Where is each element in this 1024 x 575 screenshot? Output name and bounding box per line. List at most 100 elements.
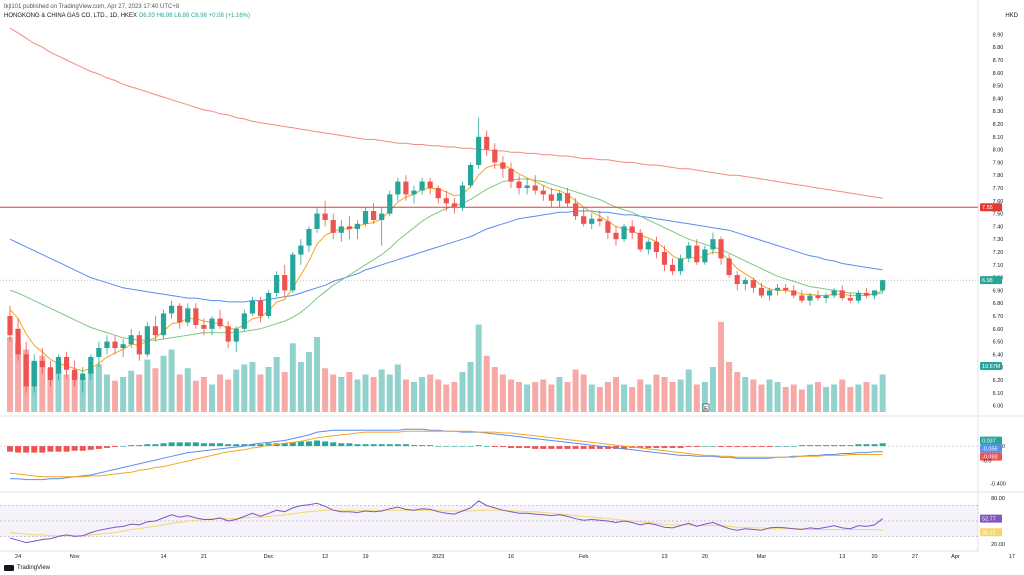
- time-axis-label: Apr: [951, 554, 960, 560]
- candle-body: [144, 326, 150, 355]
- candle-body: [362, 211, 369, 224]
- macd-histogram-bar: [451, 446, 458, 447]
- macd-histogram-bar: [314, 440, 321, 447]
- volume-bar: [750, 379, 757, 412]
- volume-bar: [524, 384, 531, 412]
- candle-body: [371, 211, 377, 220]
- candle-body: [411, 190, 417, 195]
- candle-body: [871, 290, 878, 296]
- macd-histogram-bar: [726, 446, 733, 448]
- price-axis-label: 6.90: [993, 288, 1004, 294]
- volume-bar: [588, 384, 595, 412]
- volume-bar: [160, 355, 167, 412]
- macd-histogram-bar: [63, 446, 70, 452]
- volume-bar: [782, 387, 789, 412]
- volume-bar: [863, 382, 870, 412]
- price-axis-label: 6.40: [993, 352, 1004, 358]
- candle-body: [653, 241, 659, 252]
- macd-histogram-bar: [136, 445, 143, 447]
- publish-info: tkjl101 published on TradingView.com, Ap…: [4, 4, 180, 10]
- macd-histogram-bar: [532, 446, 539, 449]
- volume-bar: [192, 380, 199, 412]
- volume-bar: [766, 379, 773, 412]
- candle-body: [152, 326, 159, 336]
- macd-histogram-bar: [879, 443, 886, 447]
- candle-body: [128, 335, 134, 345]
- symbol-legend[interactable]: HONGKONG & CHINA GAS CO. LTD., 1D, HKEX …: [4, 13, 250, 19]
- macd-histogram-bar: [7, 446, 13, 452]
- macd-histogram-bar: [192, 442, 199, 447]
- candle-body: [72, 369, 78, 380]
- volume-bar: [427, 374, 434, 412]
- macd-histogram-bar: [564, 446, 571, 449]
- macd-histogram-bar: [338, 443, 345, 447]
- candle-body: [597, 218, 603, 222]
- macd-histogram-bar: [548, 446, 555, 449]
- macd-histogram-bar: [653, 446, 660, 448]
- price-axis-label: 6.10: [993, 391, 1004, 397]
- price-axis-label: 6.60: [993, 327, 1004, 333]
- candle-body: [282, 275, 288, 291]
- macd-histogram-bar: [249, 444, 256, 447]
- candle-body: [120, 344, 126, 348]
- candle-body: [354, 223, 361, 229]
- time-axis-label: Feb: [579, 554, 588, 560]
- volume-bar: [806, 384, 813, 412]
- rsi-ma-value-tag: 38.21: [982, 530, 996, 536]
- macd-histogram-bar: [233, 444, 240, 447]
- price-axis-label: 8.10: [993, 135, 1004, 141]
- price-axis-label: 6.70: [993, 314, 1004, 320]
- macd-histogram-bar: [572, 446, 579, 449]
- candle-body: [459, 185, 466, 208]
- volume-bar: [95, 364, 102, 412]
- macd-histogram-bar: [435, 446, 442, 447]
- price-axis-label: 7.30: [993, 237, 1004, 243]
- macd-histogram-bar: [112, 446, 119, 448]
- macd-histogram-bar: [176, 442, 183, 447]
- volume-bar: [847, 387, 854, 412]
- macd-histogram-bar: [419, 445, 426, 447]
- volume-bar: [580, 374, 587, 412]
- volume-bar: [362, 374, 369, 412]
- macd-histogram-bar: [540, 446, 547, 449]
- volume-bar: [677, 379, 684, 412]
- price-axis-label: 7.10: [993, 263, 1004, 269]
- candle-body: [573, 203, 579, 217]
- macd-histogram-bar: [241, 444, 248, 447]
- macd-histogram-bar: [378, 444, 385, 447]
- macd-histogram-bar: [685, 446, 692, 448]
- volume-tag: 19.57M: [982, 364, 1001, 370]
- macd-histogram-bar: [370, 444, 377, 447]
- earnings-marker-icon: [702, 403, 710, 412]
- volume-bar: [103, 374, 110, 412]
- macd-histogram-bar: [15, 446, 22, 453]
- earnings-marker-label: E: [704, 406, 708, 412]
- macd-histogram-bar: [467, 446, 474, 447]
- candle-body: [169, 305, 175, 314]
- macd-histogram-bar: [863, 444, 870, 447]
- candle-body: [686, 245, 692, 259]
- macd-histogram-bar: [621, 446, 628, 449]
- tradingview-footer[interactable]: TradingView: [4, 565, 50, 571]
- candle-body: [863, 292, 870, 296]
- macd-histogram-bar: [782, 446, 789, 447]
- volume-bar: [435, 379, 442, 412]
- macd-histogram-bar: [596, 446, 603, 449]
- volume-bar: [15, 343, 22, 412]
- time-axis-label: 24: [15, 554, 21, 560]
- volume-bar: [7, 337, 13, 412]
- macd-histogram-bar: [265, 443, 272, 447]
- macd-extra-label: -0.0: [982, 459, 991, 465]
- candle-body: [839, 290, 845, 299]
- macd-histogram-bar: [806, 445, 813, 447]
- volume-bar: [653, 374, 660, 412]
- volume-bar: [338, 377, 345, 412]
- macd-histogram-bar: [483, 446, 490, 447]
- macd-histogram-bar: [103, 446, 110, 448]
- candle-body: [395, 181, 401, 195]
- candle-body: [548, 194, 554, 201]
- volume-bar: [451, 382, 458, 412]
- volume-bar: [225, 379, 232, 412]
- candle-body: [419, 181, 425, 191]
